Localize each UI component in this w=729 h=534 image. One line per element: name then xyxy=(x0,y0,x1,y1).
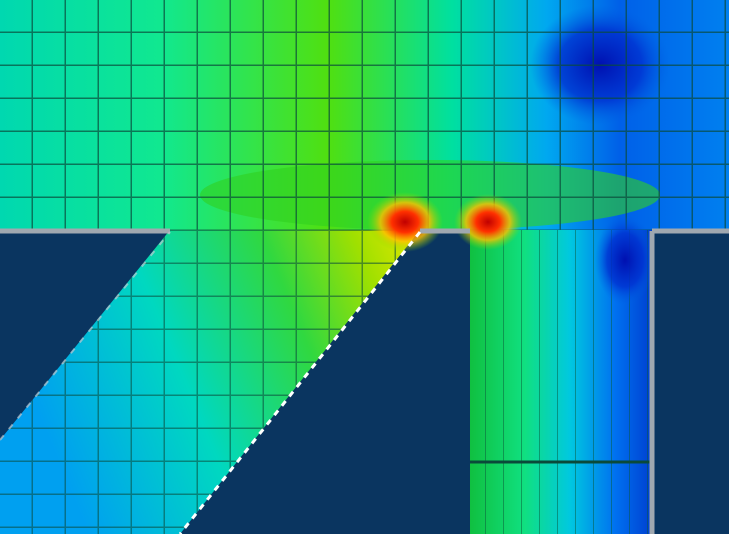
hot-spot xyxy=(367,192,443,252)
contour-view xyxy=(0,0,729,534)
post-low-region xyxy=(595,215,655,305)
slab-mesh xyxy=(0,0,729,230)
hot-spot xyxy=(454,194,522,250)
page xyxy=(0,0,729,534)
